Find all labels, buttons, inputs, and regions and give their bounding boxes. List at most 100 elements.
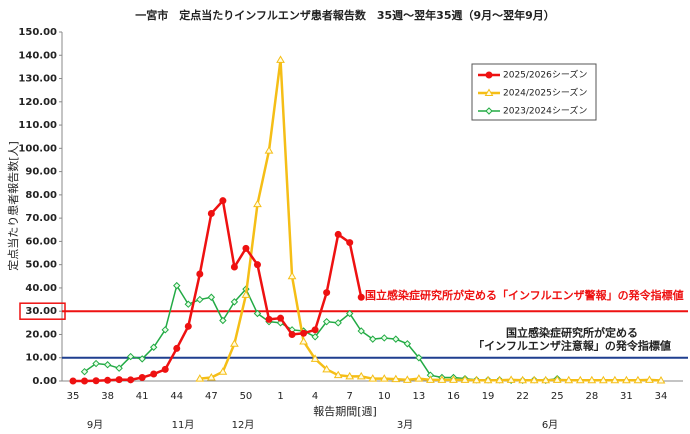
y-tick-label: 50.00: [25, 260, 57, 271]
x-tick-label: 31: [620, 391, 633, 402]
chart-title: 一宮市 定点当たりインフルエンザ患者報告数 35週～翌年35週（9月～翌年9月）: [135, 8, 555, 22]
x-tick-label: 25: [551, 391, 564, 402]
data-point: [346, 239, 354, 247]
data-point: [276, 55, 285, 63]
data-point: [207, 209, 215, 217]
data-point: [161, 365, 169, 373]
series-line: [73, 197, 363, 383]
x-tick-label: 38: [101, 391, 114, 402]
data-point: [345, 371, 355, 380]
x-tick-label: 19: [482, 391, 495, 402]
data-point: [127, 376, 135, 384]
data-point: [633, 375, 643, 384]
y-tick-label: 20.00: [25, 329, 57, 340]
data-point: [218, 367, 228, 375]
legend-label: 2023/2024シーズン: [503, 105, 587, 117]
y-tick-label: 60.00: [25, 236, 57, 247]
data-point: [323, 289, 331, 297]
y-tick-label: 140.00: [18, 50, 57, 61]
data-point: [149, 343, 158, 351]
data-point: [288, 330, 296, 338]
data-point: [241, 290, 251, 298]
data-point: [92, 377, 100, 385]
data-point: [333, 370, 343, 379]
data-point: [206, 373, 216, 381]
data-point: [575, 375, 585, 384]
data-point: [495, 375, 504, 384]
data-point: [265, 315, 273, 323]
x-tick-label: 34: [655, 391, 668, 402]
x-tick-label: 35: [67, 391, 80, 402]
data-point: [161, 326, 169, 334]
data-point: [103, 361, 112, 369]
data-point: [391, 374, 401, 383]
data-point: [357, 327, 365, 335]
data-point: [345, 309, 354, 318]
data-point: [414, 374, 424, 382]
data-point: [195, 374, 205, 382]
data-point: [230, 298, 239, 306]
data-point: [287, 271, 297, 280]
data-point: [300, 329, 308, 337]
data-point: [564, 375, 574, 384]
x-tick-label: 41: [136, 391, 149, 402]
data-point: [173, 281, 181, 290]
data-point: [392, 335, 400, 343]
data-point: [277, 314, 285, 322]
data-point: [541, 375, 551, 384]
data-point: [69, 377, 77, 385]
month-label: 11月: [172, 419, 195, 431]
data-point: [253, 261, 261, 269]
data-point: [184, 322, 192, 330]
data-point: [587, 375, 597, 384]
data-point: [437, 375, 447, 383]
data-point: [196, 295, 204, 304]
data-point: [264, 146, 274, 154]
x-axis-label: 報告期間[週]: [313, 405, 377, 418]
data-point: [529, 375, 539, 384]
data-point: [356, 371, 366, 380]
data-point: [415, 354, 423, 362]
month-label: 3月: [397, 419, 413, 431]
data-point: [219, 197, 227, 205]
data-point: [449, 375, 458, 383]
y-tick-label: 30.00: [25, 306, 57, 317]
data-point: [230, 339, 239, 347]
data-point: [219, 316, 227, 325]
data-point: [472, 375, 481, 384]
data-point: [207, 293, 216, 301]
legend-label: 2025/2026シーズン: [503, 69, 587, 81]
data-point: [80, 367, 89, 376]
y-tick-label: 100.00: [18, 143, 57, 154]
data-point: [379, 374, 389, 382]
y-axis-label: 定点当たり患者報告数[人]: [6, 141, 20, 271]
legend-label: 2024/2025シーズン: [503, 87, 587, 99]
reference-label: 国立感染症研究所が定める「インフルエンザ警報」の発令指標値: [365, 288, 684, 302]
month-label: 9月: [87, 419, 103, 431]
month-label: 12月: [232, 419, 255, 431]
data-point: [484, 88, 494, 96]
x-tick-label: 50: [240, 391, 253, 402]
data-point: [115, 364, 123, 372]
data-point: [552, 375, 562, 383]
y-tick-label: 120.00: [18, 97, 57, 108]
data-point: [334, 319, 342, 327]
data-point: [126, 352, 135, 361]
y-tick-label: 110.00: [18, 120, 57, 131]
data-point: [92, 359, 100, 368]
y-tick-label: 0.00: [32, 376, 57, 387]
data-point: [299, 336, 308, 345]
y-tick-label: 150.00: [18, 27, 57, 38]
x-tick-label: 47: [205, 391, 218, 402]
data-point: [310, 354, 320, 362]
data-point: [242, 244, 250, 252]
x-tick-label: 1: [277, 391, 283, 402]
data-point: [115, 376, 123, 384]
data-point: [518, 375, 528, 384]
data-point: [403, 340, 412, 348]
data-point: [426, 375, 435, 383]
data-point: [322, 364, 332, 373]
x-tick-label: 10: [378, 391, 391, 402]
reference-label: 国立感染症研究所が定める: [506, 326, 638, 340]
data-point: [311, 326, 319, 334]
